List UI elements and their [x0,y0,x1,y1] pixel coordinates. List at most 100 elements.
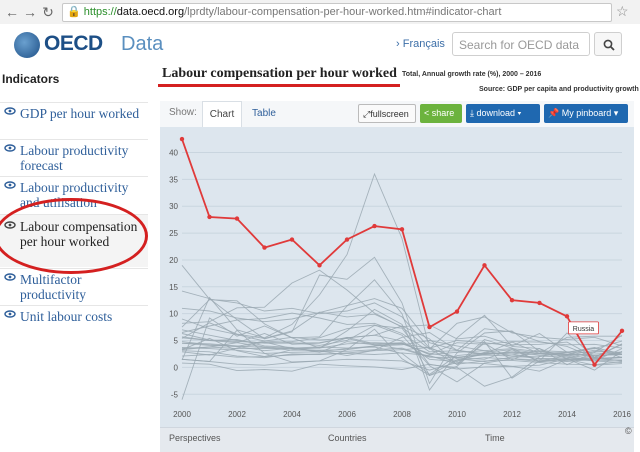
address-bar[interactable]: 🔒 https://data.oecd.org/lprdty/labour-co… [62,3,612,22]
sidebar-item-productivity-forecast[interactable]: Labour productivity forecast [0,139,148,176]
x-tick-label: 2012 [503,410,521,419]
search-icon [603,39,615,51]
y-tick-label: 5 [174,337,179,346]
chevron-down-icon: ▾ [515,108,522,118]
x-tick-label: 2004 [283,410,301,419]
sidebar-item-label: Unit labour costs [20,309,113,324]
highlight-point [454,309,460,314]
y-tick-label: -5 [171,390,179,399]
search-button[interactable] [594,32,622,56]
highlight-point [399,227,405,232]
x-tick-label: 2006 [338,410,356,419]
y-tick-label: 15 [169,283,178,292]
sidebar-item-multifactor-productivity[interactable]: Multifactor productivity [0,268,148,305]
chevron-down-icon: ▾ [611,108,619,118]
eye-bullet-icon [4,144,16,152]
hand-drawn-underline [158,84,400,87]
highlight-point [372,223,377,229]
site-name[interactable]: Data [121,33,164,55]
reload-icon[interactable]: ↻ [42,4,54,20]
time-label[interactable]: Time [485,433,505,443]
fullscreen-button[interactable]: ⤢fullscreen [358,104,416,123]
browser-toolbar: ← → ↻ 🔒 https://data.oecd.org/lprdty/lab… [0,0,640,25]
x-tick-label: 2008 [393,410,411,419]
y-tick-label: 30 [169,202,178,211]
hand-drawn-highlight-circle [0,198,148,274]
chart-background [160,127,634,427]
y-tick-label: 35 [169,175,178,184]
series-line [181,279,623,391]
highlight-point [619,328,625,334]
highlight-point [207,214,212,220]
highlight-point [482,263,487,268]
download-button[interactable]: ⤓ download ▾ [466,104,540,123]
countries-label[interactable]: Countries [328,433,367,443]
highlight-point [537,300,542,306]
pin-icon: 📌 [548,108,562,118]
sidebar-item-gdp-per-hour[interactable]: GDP per hour worked [0,102,148,139]
highlight-point [344,237,350,242]
lock-icon: 🔒 [67,6,81,18]
url-domain: data.oecd.org [116,6,185,18]
highlight-point [317,263,322,268]
chart-source: Source: GDP per capita and productivity … [479,86,639,93]
y-tick-label: 0 [174,363,179,372]
eye-bullet-icon [4,310,16,318]
highlight-point [262,245,267,250]
sidebar-item-label: GDP per hour worked [20,106,140,121]
chart-subtitle: Total, Annual growth rate (%), 2000 – 20… [402,71,542,78]
series-line [181,341,623,362]
language-label: Français [402,38,445,50]
download-label: download [476,108,516,118]
share-button[interactable]: < share [420,104,462,123]
line-chart[interactable]: -5 0 5 10 15 20 25 30 35 40 2000 2002 2004 2006 2008 20… [160,127,634,427]
tab-table[interactable]: Table [252,108,276,119]
back-arrow-icon[interactable]: ← [5,4,19,20]
series-line [181,269,623,350]
sidebar-item-label: Multifactor productivity [20,272,86,302]
y-tick-label: 10 [169,310,178,319]
tab-chart[interactable]: Chart [202,101,242,127]
filter-strip [160,427,634,452]
series-line [181,265,623,353]
sidebar-item-unit-labour-costs[interactable]: Unit labour costs [0,305,148,328]
highlight-point [234,216,240,221]
url-scheme: https:// [83,6,117,18]
y-tick-label: 40 [169,148,178,157]
series-line [181,336,623,355]
eye-bullet-icon [4,181,16,189]
bookmark-star-icon[interactable]: ☆ [616,3,629,19]
url-path: /lprdty/labour-compensation-per-hour-wor… [184,6,502,18]
share-label: share [431,108,455,118]
download-icon: ⤓ [470,108,477,118]
fullscreen-icon: ⤢ [363,109,371,119]
eye-bullet-icon [4,107,16,115]
copyright-mark: © [625,426,632,436]
x-tick-label: 2016 [613,410,631,419]
search-input[interactable]: Search for OECD data [452,32,590,56]
x-tick-label: 2010 [448,410,466,419]
eye-bullet-icon [4,273,16,281]
x-tick-label: 2002 [228,410,246,419]
highlight-point [179,136,185,142]
y-tick-label: 20 [169,256,178,265]
logo-text[interactable]: OECD [44,32,103,55]
x-tick-label: 2000 [173,410,191,419]
sidebar-item-label: Labour productivity forecast [20,143,129,173]
fullscreen-label: fullscreen [370,109,409,119]
y-tick-label: 25 [169,229,178,238]
series-line [181,358,623,372]
series-line [181,312,623,361]
series-line [181,358,623,371]
x-tick-label: 2014 [558,410,576,419]
pinboard-button[interactable]: 📌 My pinboard ▾ [544,104,628,123]
highlight-point [427,324,432,330]
page-title: Labour compensation per hour worked [162,66,397,81]
forward-arrow-icon[interactable]: → [23,4,37,20]
highlight-point [509,298,515,303]
oecd-logo-icon[interactable] [14,32,40,58]
language-link[interactable]: › Français [396,38,445,50]
perspectives-label[interactable]: Perspectives [169,433,221,443]
series-label: Russia [573,326,595,333]
share-icon: < [424,108,432,118]
